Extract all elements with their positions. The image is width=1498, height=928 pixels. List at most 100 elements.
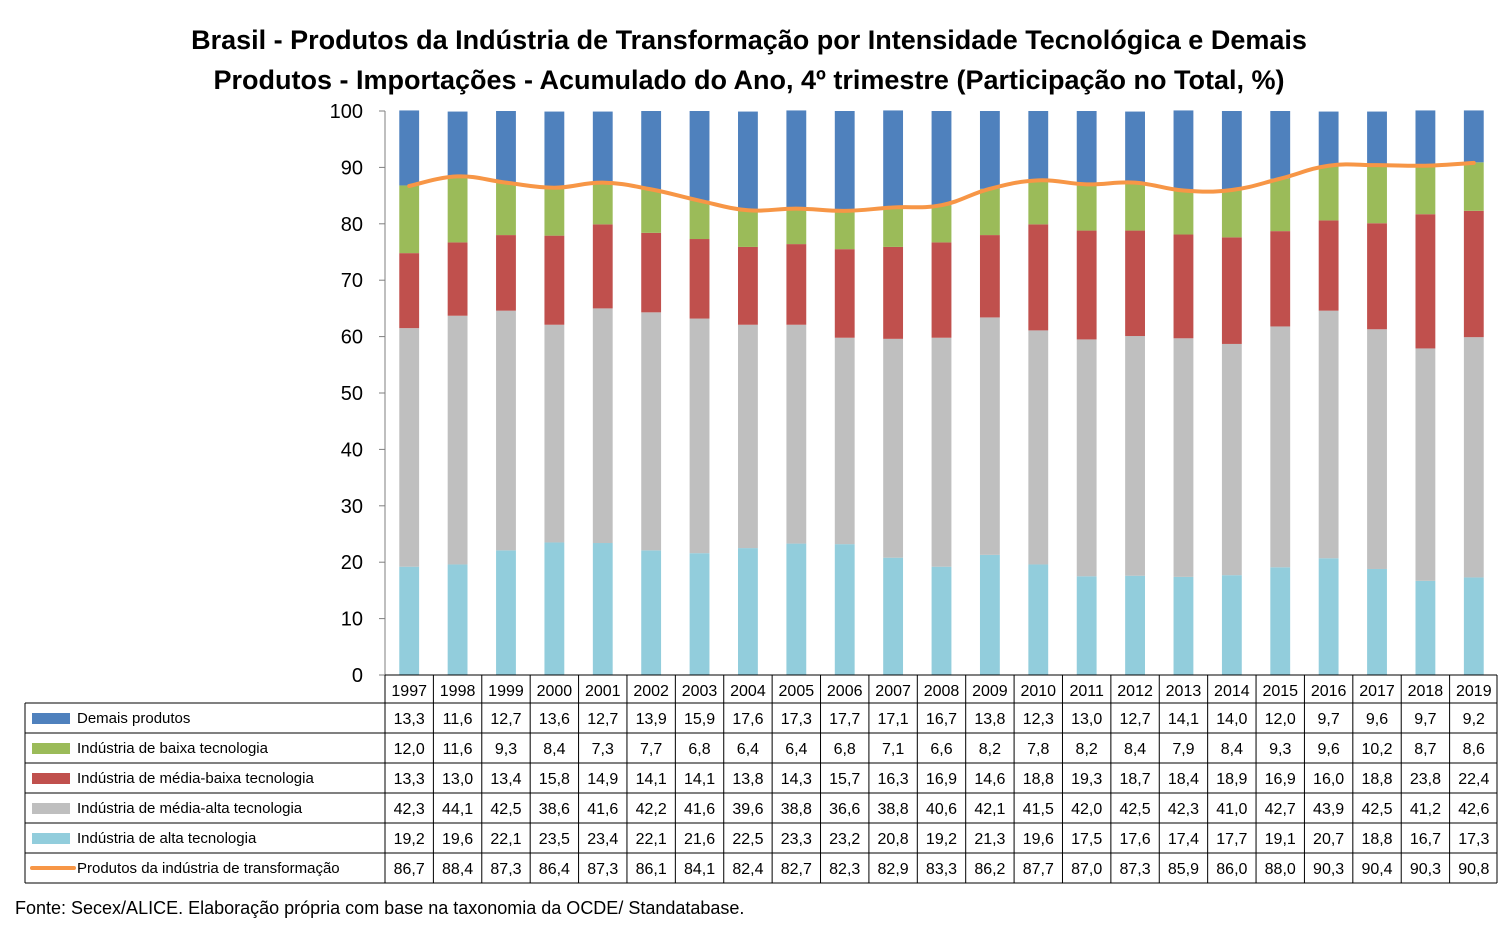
bar-segment — [1270, 178, 1291, 232]
bar-segment — [738, 210, 758, 247]
data-label: 38,8 — [878, 801, 909, 818]
bar-segment — [1076, 576, 1097, 675]
data-label: 16,9 — [1265, 771, 1296, 788]
data-label: 16,7 — [1410, 831, 1441, 848]
data-label: 13,9 — [636, 711, 667, 728]
bar-segment — [592, 111, 613, 184]
chart-title-line-2: Produtos - Importações - Acumulado do An… — [213, 65, 1285, 95]
x-tick-label: 2016 — [1311, 683, 1347, 700]
data-label: 17,7 — [829, 711, 860, 728]
data-label: 12,0 — [394, 741, 425, 758]
data-label: 90,3 — [1313, 861, 1344, 878]
data-label: 87,7 — [1023, 861, 1054, 878]
data-label: 20,7 — [1313, 831, 1344, 848]
bar-segment — [641, 550, 662, 675]
bar-segment — [1415, 214, 1436, 349]
data-label: 42,1 — [974, 801, 1005, 818]
data-label: 19,6 — [1023, 831, 1054, 848]
data-label: 14,0 — [1216, 711, 1247, 728]
data-label: 40,6 — [926, 801, 957, 818]
data-label: 86,2 — [974, 861, 1005, 878]
legend-key — [32, 833, 70, 844]
data-label: 15,7 — [829, 771, 860, 788]
data-label: 16,3 — [878, 771, 909, 788]
legend-label: Indústria de baixa tecnologia — [77, 740, 269, 757]
x-tick-label: 2019 — [1456, 683, 1492, 700]
data-label: 15,9 — [684, 711, 715, 728]
chart-title: Brasil - Produtos da Indústria de Transf… — [0, 20, 1498, 100]
data-label: 11,6 — [443, 711, 473, 728]
data-label: 13,0 — [1071, 711, 1102, 728]
data-label: 13,3 — [394, 771, 425, 788]
data-label: 18,8 — [1023, 771, 1054, 788]
data-label: 17,6 — [1119, 831, 1150, 848]
data-label: 42,3 — [394, 801, 425, 818]
legend-label: Indústria de média-alta tecnologia — [77, 800, 303, 817]
data-label: 42,5 — [1361, 801, 1392, 818]
data-label: 9,3 — [1269, 741, 1291, 758]
bar-segment — [1463, 162, 1484, 211]
data-label: 42,3 — [1168, 801, 1199, 818]
data-label: 9,6 — [1318, 741, 1340, 758]
data-label: 38,8 — [781, 801, 812, 818]
bar-segment — [1367, 568, 1387, 675]
y-tick-label: 70 — [341, 270, 363, 292]
data-label: 8,2 — [1076, 741, 1098, 758]
bar-segment — [738, 111, 758, 211]
bar-segment — [592, 183, 613, 225]
y-tick-label: 30 — [341, 496, 363, 518]
data-label: 43,9 — [1313, 801, 1344, 818]
bar-segment — [689, 318, 710, 554]
bar-segment — [1076, 184, 1097, 231]
data-label: 9,3 — [495, 741, 517, 758]
data-label: 23,2 — [829, 831, 860, 848]
x-tick-label: 1998 — [440, 683, 476, 700]
bar-segment — [1318, 166, 1339, 221]
data-label: 42,0 — [1071, 801, 1102, 818]
bar-segment — [641, 111, 662, 190]
bar-segment — [1318, 310, 1339, 559]
bar-segment — [931, 337, 952, 567]
y-tick-label: 50 — [341, 383, 363, 405]
data-label: 18,7 — [1119, 771, 1150, 788]
bar-segment — [1076, 230, 1097, 340]
bar-segment — [786, 110, 807, 209]
data-label: 13,0 — [442, 771, 473, 788]
bar-segment — [496, 182, 516, 236]
data-label: 12,7 — [490, 711, 521, 728]
data-label: 7,3 — [592, 741, 614, 758]
data-label: 84,1 — [684, 861, 715, 878]
x-tick-label: 2007 — [875, 683, 911, 700]
bar-segment — [447, 242, 468, 316]
bar-segment — [689, 239, 710, 319]
bar-segment — [399, 253, 420, 329]
bar-segment — [883, 110, 904, 207]
bar-segment — [1463, 337, 1484, 578]
data-label: 39,6 — [732, 801, 763, 818]
data-label: 44,1 — [442, 801, 473, 818]
data-label: 41,6 — [684, 801, 715, 818]
bar-segment — [1028, 180, 1049, 225]
chart-title-line-1: Brasil - Produtos da Indústria de Transf… — [191, 25, 1307, 55]
data-label: 42,2 — [636, 801, 667, 818]
bar-segment — [1367, 223, 1387, 330]
data-label: 87,3 — [587, 861, 618, 878]
data-label: 23,8 — [1410, 771, 1441, 788]
x-tick-label: 2005 — [779, 683, 815, 700]
data-label: 17,3 — [1458, 831, 1489, 848]
data-label: 14,3 — [781, 771, 812, 788]
x-tick-label: 2011 — [1069, 683, 1104, 700]
x-tick-label: 2012 — [1117, 683, 1153, 700]
data-label: 14,1 — [636, 771, 667, 788]
data-label: 85,9 — [1168, 861, 1199, 878]
bar-segment — [496, 310, 516, 551]
bar-segment — [641, 312, 662, 551]
data-label: 13,4 — [490, 771, 521, 788]
bar-segment — [1076, 111, 1097, 185]
x-tick-label: 2002 — [633, 683, 669, 700]
data-label: 14,1 — [684, 771, 715, 788]
bar-segment — [1028, 564, 1049, 675]
bar-segment — [1318, 558, 1339, 675]
bar-segment — [834, 111, 855, 211]
line-series — [407, 160, 1476, 213]
